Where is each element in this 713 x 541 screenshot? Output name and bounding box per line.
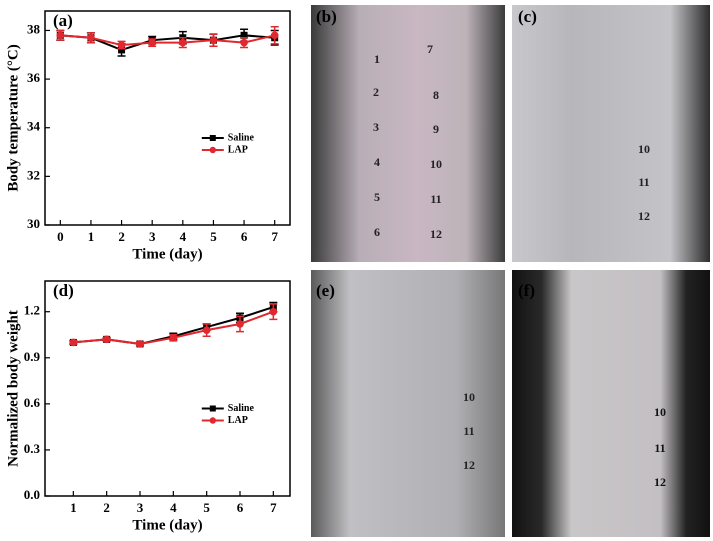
site-label: 12 (430, 227, 442, 241)
panel-label: (b) (316, 7, 337, 26)
site-label: 4 (374, 155, 380, 169)
x-tick-label: 2 (103, 500, 110, 515)
y-tick-label: 30 (27, 216, 40, 231)
marker (117, 41, 126, 49)
x-tick-label: 6 (237, 500, 244, 515)
marker (236, 320, 244, 328)
marker (270, 31, 279, 40)
y-tick-label: 0.0 (24, 487, 40, 502)
site-label: 12 (654, 475, 666, 489)
y-tick-label: 1.2 (24, 303, 40, 318)
legend-label: LAP (228, 144, 248, 155)
y-tick-label: 36 (27, 70, 41, 85)
y-tick-label: 0.6 (24, 395, 41, 410)
panel-label: (e) (316, 281, 335, 300)
x-tick-label: 6 (241, 229, 248, 244)
site-label: 7 (427, 42, 433, 56)
marker (240, 31, 248, 39)
x-axis-label: Time (day) (132, 517, 202, 533)
y-tick-label: 38 (27, 21, 41, 36)
x-tick-label: 2 (118, 229, 125, 244)
x-tick-label: 3 (137, 500, 144, 515)
site-label: 9 (433, 122, 439, 136)
x-tick-label: 1 (88, 229, 95, 244)
marker (269, 307, 278, 316)
marker (240, 38, 248, 47)
marker (56, 31, 65, 40)
site-label: 5 (374, 190, 380, 204)
panel-label: (f) (518, 281, 535, 300)
y-tick-label: 0.9 (24, 349, 41, 364)
marker (148, 38, 156, 47)
site-label: 11 (654, 441, 665, 455)
legend-label: Saline (228, 403, 255, 414)
site-label: 3 (373, 120, 379, 134)
legend-marker (209, 417, 216, 424)
marker (136, 340, 144, 348)
legend-label: Saline (228, 132, 255, 143)
photo (512, 270, 710, 537)
x-tick-label: 7 (270, 500, 277, 515)
site-label: 10 (463, 390, 475, 404)
marker (87, 33, 95, 42)
site-label: 6 (374, 225, 380, 239)
x-tick-label: 0 (57, 229, 64, 244)
marker (69, 338, 78, 347)
site-label: 2 (373, 85, 379, 99)
panel-label: (a) (53, 11, 73, 30)
marker (209, 36, 218, 44)
x-tick-label: 4 (180, 229, 187, 244)
y-tick-label: 0.3 (24, 441, 41, 456)
site-label: 12 (638, 209, 650, 223)
site-label: 10 (638, 142, 650, 156)
marker (118, 46, 126, 54)
x-tick-label: 5 (210, 229, 217, 244)
series-line (60, 34, 275, 47)
marker (102, 335, 111, 344)
site-label: 10 (430, 157, 442, 171)
x-tick-label: 5 (203, 500, 210, 515)
panel-label: (d) (53, 281, 74, 300)
y-tick-label: 32 (27, 167, 40, 182)
photo (311, 270, 505, 537)
legend-label: LAP (228, 415, 248, 426)
site-label: 12 (463, 458, 475, 472)
x-tick-label: 7 (271, 229, 278, 244)
plot-frame (44, 10, 291, 226)
y-tick-label: 34 (27, 119, 41, 134)
photo (512, 5, 710, 262)
site-label: 10 (654, 405, 666, 419)
site-label: 11 (430, 192, 441, 206)
photo (311, 5, 505, 262)
site-label: 11 (463, 424, 474, 438)
site-label: 8 (433, 88, 439, 102)
x-tick-label: 3 (149, 229, 156, 244)
y-axis-label: Body temperature (°C) (5, 44, 21, 191)
panel-label: (c) (518, 7, 537, 26)
legend-marker (209, 146, 216, 154)
x-tick-label: 4 (170, 500, 177, 515)
marker (169, 334, 178, 342)
marker (202, 326, 211, 334)
y-axis-label: Normalized body weight (5, 310, 21, 467)
legend-marker (209, 135, 216, 141)
legend-marker (209, 405, 216, 412)
site-label: 11 (638, 175, 649, 189)
plot-frame (44, 280, 291, 497)
marker (179, 38, 187, 47)
x-tick-label: 1 (70, 500, 77, 515)
site-label: 1 (374, 52, 380, 66)
x-axis-label: Time (day) (132, 246, 202, 262)
